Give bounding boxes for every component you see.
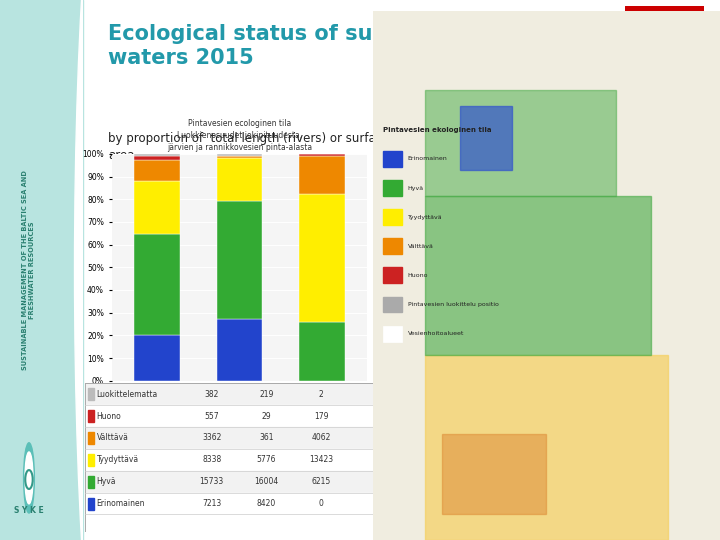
Bar (300, 322, 345, 381)
Text: Vesienhoitoalueet: Vesienhoitoalueet (408, 331, 464, 336)
Circle shape (24, 443, 35, 513)
Bar (217, 319, 262, 381)
Bar (85, 492, 373, 515)
Text: 2: 2 (319, 390, 323, 399)
Text: 5776: 5776 (256, 455, 276, 464)
Text: 13423: 13423 (309, 455, 333, 464)
Text: Huono: Huono (96, 411, 121, 421)
Text: 29: 29 (261, 411, 271, 421)
Bar (134, 157, 179, 160)
Bar (88, 454, 94, 466)
Ellipse shape (74, 0, 157, 540)
Text: Erinomainen: Erinomainen (96, 499, 145, 508)
Text: 557: 557 (204, 411, 219, 421)
Bar (88, 388, 94, 400)
Text: 8420: 8420 (257, 499, 276, 508)
Bar (460, 106, 512, 170)
Bar (134, 335, 179, 381)
Text: Luokittelematta: Luokittelematta (96, 390, 158, 399)
Text: Hyvä: Hyvä (408, 186, 424, 191)
Text: 361: 361 (259, 434, 274, 442)
Text: by proportion of  total length (rivers) or surface
area: by proportion of total length (rivers) o… (108, 132, 390, 163)
Bar (134, 181, 179, 234)
Text: Pintavesien luokittelu positio: Pintavesien luokittelu positio (408, 302, 498, 307)
Text: 8338: 8338 (202, 455, 221, 464)
Text: S Y K E: S Y K E (14, 506, 44, 515)
Bar (383, 151, 402, 167)
Bar (88, 497, 94, 510)
Bar (442, 434, 546, 514)
Text: 16004: 16004 (254, 477, 279, 486)
Text: 382: 382 (204, 390, 219, 399)
Bar (88, 476, 94, 488)
Text: Välttävä: Välttävä (408, 244, 433, 249)
Text: 7213: 7213 (202, 499, 221, 508)
Bar (217, 158, 262, 201)
Bar (85, 405, 373, 427)
Text: SUSTAINABLE MANAGEMENT OF THE BALTIC SEA AND
FRESHWATER RESOURCES: SUSTAINABLE MANAGEMENT OF THE BALTIC SEA… (22, 170, 35, 370)
Bar (217, 201, 262, 319)
Text: 6215: 6215 (312, 477, 330, 486)
Bar (85, 449, 373, 471)
Text: Huono: Huono (408, 273, 428, 278)
Text: 15733: 15733 (199, 477, 224, 486)
Bar (217, 154, 262, 156)
Text: Tyydyttävä: Tyydyttävä (408, 215, 442, 220)
Text: 179: 179 (314, 411, 328, 421)
Bar (217, 156, 262, 158)
Bar (300, 156, 345, 194)
Bar (134, 154, 179, 157)
Bar (383, 296, 402, 313)
Bar (300, 154, 345, 156)
Bar (383, 267, 402, 284)
Bar (85, 383, 373, 405)
Text: 0: 0 (319, 499, 323, 508)
Text: Ecological status of surface
waters 2015: Ecological status of surface waters 2015 (108, 24, 433, 68)
Text: Tyydyttävä: Tyydyttävä (96, 455, 139, 464)
Bar (85, 471, 373, 492)
Bar (425, 196, 651, 355)
Text: Pintavesien ekologinen tila: Pintavesien ekologinen tila (383, 127, 492, 133)
Bar (425, 355, 668, 540)
Bar (134, 234, 179, 335)
Bar (300, 194, 345, 322)
Bar (88, 432, 94, 444)
Text: Hyvä: Hyvä (96, 477, 116, 486)
Bar (134, 160, 179, 181)
Bar (383, 238, 402, 254)
Text: 4062: 4062 (312, 434, 330, 442)
Bar (383, 326, 402, 342)
Bar (88, 410, 94, 422)
Bar (85, 427, 373, 449)
Title: Pintavesien ecologinen tila
Luokkienosuudet jokipituudesta,
järvien ja rannikkov: Pintavesien ecologinen tila Luokkienosuu… (167, 119, 312, 152)
Bar (383, 180, 402, 196)
Text: Erinomainen: Erinomainen (408, 157, 447, 161)
Text: HOW: HOW (637, 15, 692, 35)
Text: Välttävä: Välttävä (96, 434, 128, 442)
Circle shape (25, 452, 33, 504)
Bar (383, 209, 402, 225)
Text: 219: 219 (259, 390, 274, 399)
Bar (425, 90, 616, 196)
Text: 3362: 3362 (202, 434, 221, 442)
